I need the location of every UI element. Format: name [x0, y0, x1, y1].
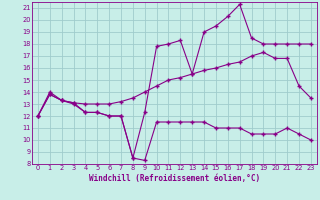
X-axis label: Windchill (Refroidissement éolien,°C): Windchill (Refroidissement éolien,°C): [89, 174, 260, 183]
